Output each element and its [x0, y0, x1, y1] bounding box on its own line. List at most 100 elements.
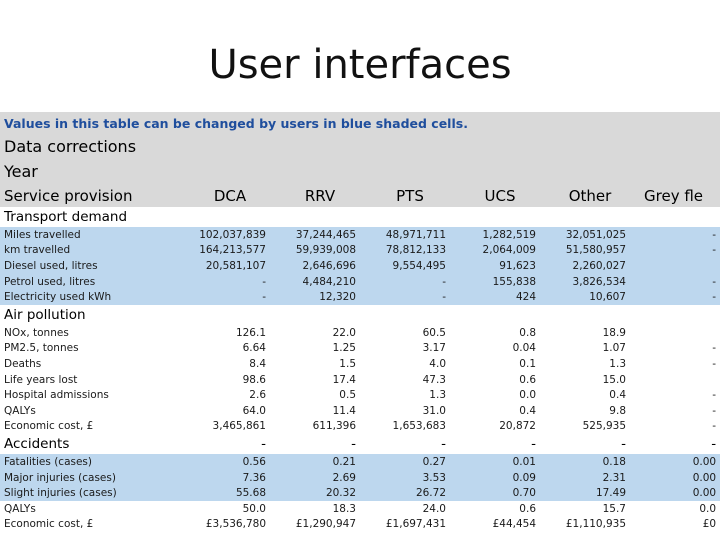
data-cell[interactable]: 4,484,210 [280, 273, 370, 290]
data-cell[interactable]: - [370, 273, 460, 290]
row-label: Hospital admissions [0, 387, 190, 403]
data-cell: 18.9 [550, 324, 640, 341]
table-row: QALYs 64.0 11.4 31.0 0.4 9.8- [0, 402, 720, 419]
data-cell: 0.4 [550, 387, 640, 403]
data-cell[interactable]: 12,320 [280, 289, 370, 305]
data-cell[interactable]: 2.31 [550, 469, 640, 486]
section-summary-cell [190, 207, 280, 227]
data-cell[interactable]: 55.68 [190, 485, 280, 501]
data-cell: 47.3 [370, 371, 460, 388]
data-cell[interactable]: 78,812,133 [370, 242, 460, 259]
data-cell: 1.5 [280, 356, 370, 372]
data-cell: 3.17 [370, 340, 460, 357]
data-cell: 24.0 [370, 500, 460, 517]
data-cell[interactable]: 51,580,957 [550, 242, 640, 259]
data-cell[interactable]: 0.01 [460, 454, 550, 470]
slide-title: User interfaces [208, 42, 512, 88]
row-label: QALYs [0, 500, 190, 517]
section-summary-cell [550, 207, 640, 227]
table-row: Petrol used, litres -4,484,210-155,838 3,8… [0, 273, 720, 290]
data-cell[interactable]: 17.49 [550, 485, 640, 501]
data-cell[interactable]: - [370, 289, 460, 305]
data-cell [640, 371, 720, 388]
data-cell[interactable]: 0.21 [280, 454, 370, 470]
section-summary-cell [640, 207, 720, 227]
data-cell[interactable]: 0.18 [550, 454, 640, 470]
table-row: QALYs 50.0 18.3 24.0 0.6 15.7 0.0 [0, 500, 720, 517]
data-cell[interactable]: - [640, 289, 720, 305]
data-cell[interactable]: - [640, 227, 720, 243]
data-cell[interactable]: 0.00 [640, 485, 720, 501]
data-cell[interactable]: 0.00 [640, 469, 720, 486]
data-cell[interactable]: 26.72 [370, 485, 460, 501]
section-summary-cell [280, 304, 370, 325]
data-cell[interactable]: 155,838 [460, 273, 550, 290]
data-cell[interactable]: 91,623 [460, 258, 550, 274]
data-cell[interactable]: 0.27 [370, 454, 460, 470]
data-cell: 1.3 [370, 387, 460, 403]
table-row: Diesel used, litres 20,581,107 2,646,696 9,… [0, 258, 720, 274]
table-row: NOx, tonnes 126.1 22.0 60.5 0.8 18.9 [0, 324, 720, 341]
data-cell[interactable]: 3,826,534 [550, 273, 640, 290]
data-cell: £1,290,947 [280, 516, 370, 533]
data-cell: £1,110,935 [550, 516, 640, 533]
data-cell[interactable]: - [190, 289, 280, 305]
table-row: Hospital admissions 2.6 0.5 1.3 0.0 0.4- [0, 387, 720, 403]
data-cell[interactable]: 2,064,009 [460, 242, 550, 259]
data-cell: 0.6 [460, 371, 550, 388]
column-header-row: Service provision DCA RRV PTS UCS Other … [0, 184, 720, 207]
data-cell: 15.0 [550, 371, 640, 388]
data-cell[interactable]: 0.09 [460, 469, 550, 486]
data-cell: - [640, 387, 720, 403]
data-cell[interactable]: - [190, 273, 280, 290]
data-cell: £0 [640, 516, 720, 533]
data-cell: 4.0 [370, 356, 460, 372]
data-cell[interactable]: 0.00 [640, 454, 720, 470]
data-cell[interactable]: 2.69 [280, 469, 370, 486]
section-summary-cell: - [280, 434, 370, 455]
data-cell[interactable]: 1,282,519 [460, 227, 550, 243]
data-cell[interactable]: 424 [460, 289, 550, 305]
table-row: km travelled 164,213,577 59,939,008 78,812,… [0, 242, 720, 259]
table-row: Deaths 8.4 1.5 4.0 0.1 1.3- [0, 356, 720, 372]
data-cell: 98.6 [190, 371, 280, 388]
row-label: PM2.5, tonnes [0, 340, 190, 357]
row-label: Diesel used, litres [0, 258, 190, 274]
data-cell: £1,697,431 [370, 516, 460, 533]
table-row: Fatalities (cases) 0.56 0.21 0.27 0.01 0.18 0.… [0, 454, 720, 470]
data-cell[interactable]: - [640, 273, 720, 290]
data-cell: 9.8 [550, 402, 640, 419]
data-cell[interactable]: 7.36 [190, 469, 280, 486]
column-header-dca: DCA [190, 184, 280, 207]
data-cell[interactable]: 9,554,495 [370, 258, 460, 274]
data-cell[interactable]: 2,260,027 [550, 258, 640, 274]
data-cell: 17.4 [280, 371, 370, 388]
data-cell[interactable]: 20,581,107 [190, 258, 280, 274]
data-cell[interactable]: 164,213,577 [190, 242, 280, 259]
data-cell[interactable]: - [640, 242, 720, 259]
data-cell[interactable]: 10,607 [550, 289, 640, 305]
data-cell[interactable]: 59,939,008 [280, 242, 370, 259]
instruction-row: Values in this table can be changed by u… [0, 112, 720, 134]
data-cell: 6.64 [190, 340, 280, 357]
data-cell[interactable]: 37,244,465 [280, 227, 370, 243]
data-cell[interactable] [640, 258, 720, 274]
data-cell: 0.04 [460, 340, 550, 357]
table-row: Major injuries (cases) 7.36 2.69 3.53 0.09 2.… [0, 469, 720, 486]
section-summary-cell: - [550, 434, 640, 455]
data-cell[interactable]: 20.32 [280, 485, 370, 501]
data-cell[interactable]: 32,051,025 [550, 227, 640, 243]
data-cell[interactable]: 102,037,839 [190, 227, 280, 243]
data-cell: 525,935 [550, 418, 640, 435]
table-row: Economic cost, £3,465,861 611,396 1,653,68… [0, 418, 720, 435]
column-header-grey-fleet: Grey fle [640, 184, 720, 207]
data-cell[interactable]: 3.53 [370, 469, 460, 486]
data-cell: 0.0 [640, 500, 720, 517]
section-summary-cell: - [640, 434, 720, 455]
data-cell[interactable]: 2,646,696 [280, 258, 370, 274]
data-cell[interactable]: 48,971,711 [370, 227, 460, 243]
spreadsheet-table: Values in this table can be changed by u… [0, 112, 720, 540]
data-cell[interactable]: 0.70 [460, 485, 550, 501]
data-cell[interactable]: 0.56 [190, 454, 280, 470]
data-cell: - [640, 418, 720, 435]
